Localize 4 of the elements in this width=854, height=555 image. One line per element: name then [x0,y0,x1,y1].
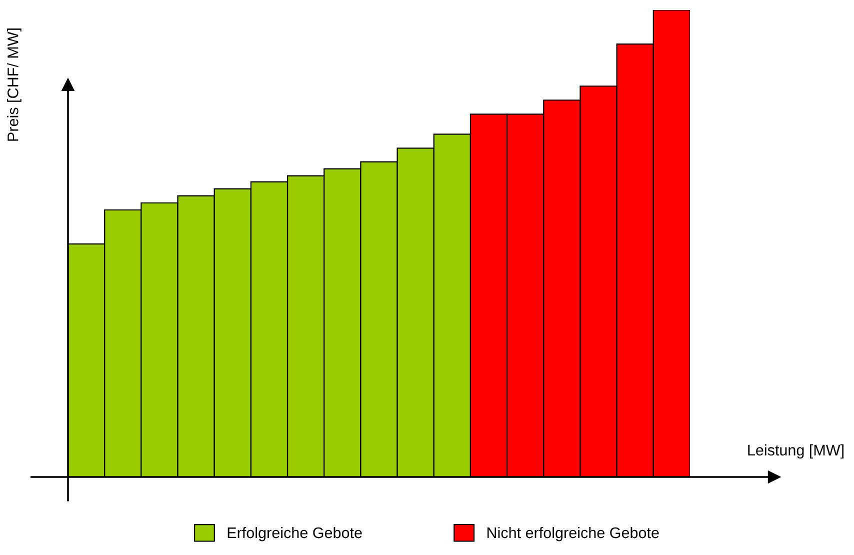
y-axis-title: Preis [CHF/ MW] [7,28,22,141]
x-axis-title: Leistung [MW] [748,444,844,459]
legend-label: Erfolgreiche Gebote [228,526,362,542]
legend-label: Nicht erfolgreiche Gebote [487,526,659,542]
